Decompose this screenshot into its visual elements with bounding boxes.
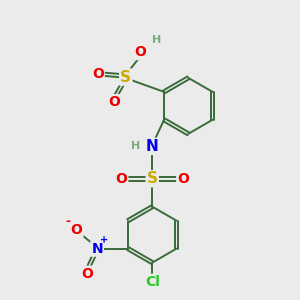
Text: +: + — [100, 236, 108, 245]
Text: O: O — [116, 172, 127, 186]
Text: H: H — [152, 35, 161, 45]
Text: O: O — [108, 95, 120, 109]
Text: O: O — [70, 223, 83, 236]
Text: H: H — [131, 141, 141, 151]
Text: O: O — [177, 172, 189, 186]
Text: S: S — [120, 70, 131, 85]
Text: Cl: Cl — [145, 275, 160, 289]
Text: O: O — [92, 67, 104, 81]
Text: S: S — [147, 171, 158, 186]
Text: N: N — [146, 139, 159, 154]
Text: -: - — [65, 215, 70, 228]
Text: N: N — [91, 242, 103, 256]
Text: O: O — [135, 45, 146, 59]
Text: O: O — [81, 267, 93, 281]
